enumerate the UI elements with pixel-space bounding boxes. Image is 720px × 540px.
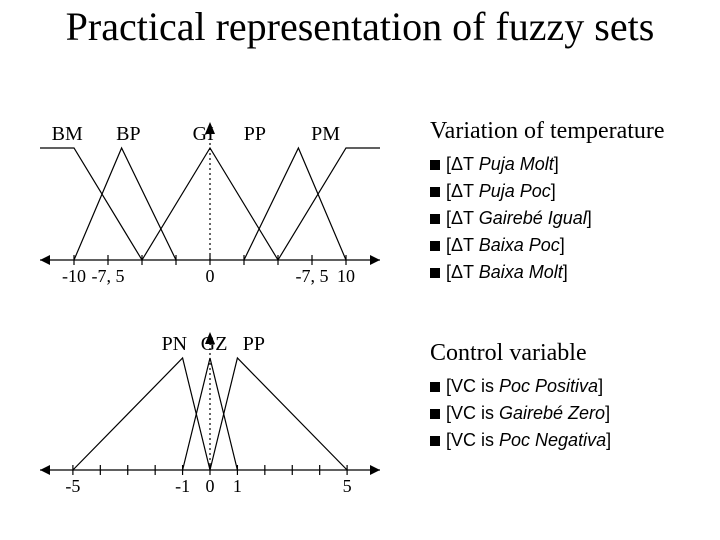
svg-text:PP: PP (244, 123, 266, 145)
right2-item-0: [VC is Poc Positiva] (430, 373, 611, 400)
bullet-text: [ΔT Baixa Molt] (446, 259, 568, 286)
bullet-square-icon (430, 268, 440, 278)
svg-text:BP: BP (116, 123, 140, 145)
svg-text:-7, 5: -7, 5 (296, 266, 329, 286)
bullet-text: [ΔT Puja Molt] (446, 151, 559, 178)
svg-text:-1: -1 (175, 476, 190, 496)
bullet-square-icon (430, 436, 440, 446)
bullet-text: [ΔT Gairebé Igual] (446, 205, 592, 232)
right2-item-2: [VC is Poc Negativa] (430, 427, 611, 454)
page-title: Practical representation of fuzzy sets (0, 6, 720, 48)
svg-text:5: 5 (343, 476, 352, 496)
control-variable-block: Control variable [VC is Poc Positiva][VC… (430, 340, 611, 454)
bullet-square-icon (430, 187, 440, 197)
svg-text:-10: -10 (62, 266, 86, 286)
svg-text:GI: GI (193, 123, 214, 145)
bullet-square-icon (430, 241, 440, 251)
svg-text:PM: PM (311, 123, 340, 145)
svg-text:0: 0 (206, 476, 215, 496)
bullet-square-icon (430, 214, 440, 224)
bullet-square-icon (430, 382, 440, 392)
right2-item-1: [VC is Gairebé Zero] (430, 400, 611, 427)
variation-of-temperature-block: Variation of temperature [ΔT Puja Molt][… (430, 118, 665, 286)
bullet-text: [VC is Poc Positiva] (446, 373, 603, 400)
variation-bullets: [ΔT Puja Molt][ΔT Puja Poc][ΔT Gairebé I… (430, 151, 665, 286)
svg-text:0: 0 (206, 266, 215, 286)
svg-text:1: 1 (233, 476, 242, 496)
svg-text:-7, 5: -7, 5 (92, 266, 125, 286)
slide: Practical representation of fuzzy sets V… (0, 0, 720, 540)
control-bullets: [VC is Poc Positiva][VC is Gairebé Zero]… (430, 373, 611, 454)
bullet-text: [VC is Poc Negativa] (446, 427, 611, 454)
right1-item-1: [ΔT Puja Poc] (430, 178, 665, 205)
bullet-text: [VC is Gairebé Zero] (446, 400, 610, 427)
svg-text:PP: PP (243, 333, 265, 355)
svg-text:PN: PN (162, 333, 188, 355)
svg-text:BM: BM (52, 123, 83, 145)
svg-text:GZ: GZ (201, 333, 228, 355)
right1-item-4: [ΔT Baixa Molt] (430, 259, 665, 286)
bullet-text: [ΔT Baixa Poc] (446, 232, 565, 259)
bullet-square-icon (430, 409, 440, 419)
right1-item-3: [ΔT Baixa Poc] (430, 232, 665, 259)
fuzzy-chart-temperature: BM BP GI PP PM -10 -7, 5 0 -7, 5 10 (40, 120, 380, 290)
right1-item-0: [ΔT Puja Molt] (430, 151, 665, 178)
fuzzy-chart-control: PN GZ PP -5 -1 01 5 (40, 330, 380, 500)
svg-text:-5: -5 (65, 476, 80, 496)
right1-item-2: [ΔT Gairebé Igual] (430, 205, 665, 232)
bullet-text: [ΔT Puja Poc] (446, 178, 556, 205)
variation-heading: Variation of temperature (430, 118, 665, 145)
bullet-square-icon (430, 160, 440, 170)
control-heading: Control variable (430, 340, 611, 367)
svg-text:10: 10 (337, 266, 355, 286)
